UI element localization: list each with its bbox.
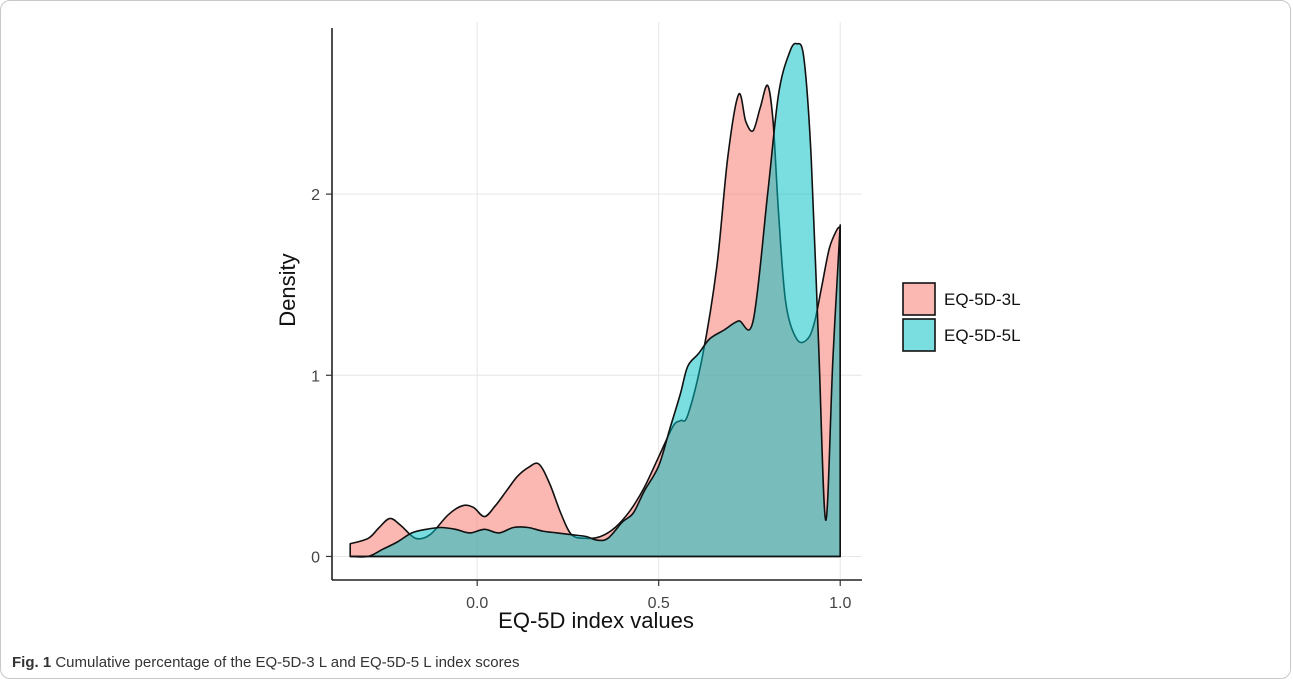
density-area-2 — [349, 42, 841, 558]
caption-text: Cumulative percentage of the EQ-5D-3 L a… — [55, 654, 520, 671]
tick-layer: 0.0 0.5 1.0 0 1 2 — [311, 187, 851, 612]
x-tick-label: 1.0 — [829, 595, 851, 612]
y-tick-label: 0 — [311, 549, 320, 566]
x-tick-label: 0.0 — [466, 595, 488, 612]
legend: EQ-5D-3L EQ-5D-5L — [902, 282, 1021, 352]
x-tick-label: 0.5 — [648, 595, 670, 612]
y-tick-label: 1 — [311, 368, 320, 385]
y-tick-label: 2 — [311, 187, 320, 204]
legend-swatch — [902, 318, 936, 352]
y-axis-label: Density — [275, 253, 300, 326]
density-areas — [349, 42, 841, 558]
legend-swatch — [902, 282, 936, 316]
caption-label: Fig. 1 — [12, 654, 52, 671]
figure-caption: Fig. 1 Cumulative percentage of the EQ-5… — [12, 654, 519, 671]
legend-label: EQ-5D-5L — [944, 326, 1021, 345]
x-axis-label: EQ-5D index values — [498, 608, 694, 633]
legend-label: EQ-5D-3L — [944, 290, 1021, 309]
